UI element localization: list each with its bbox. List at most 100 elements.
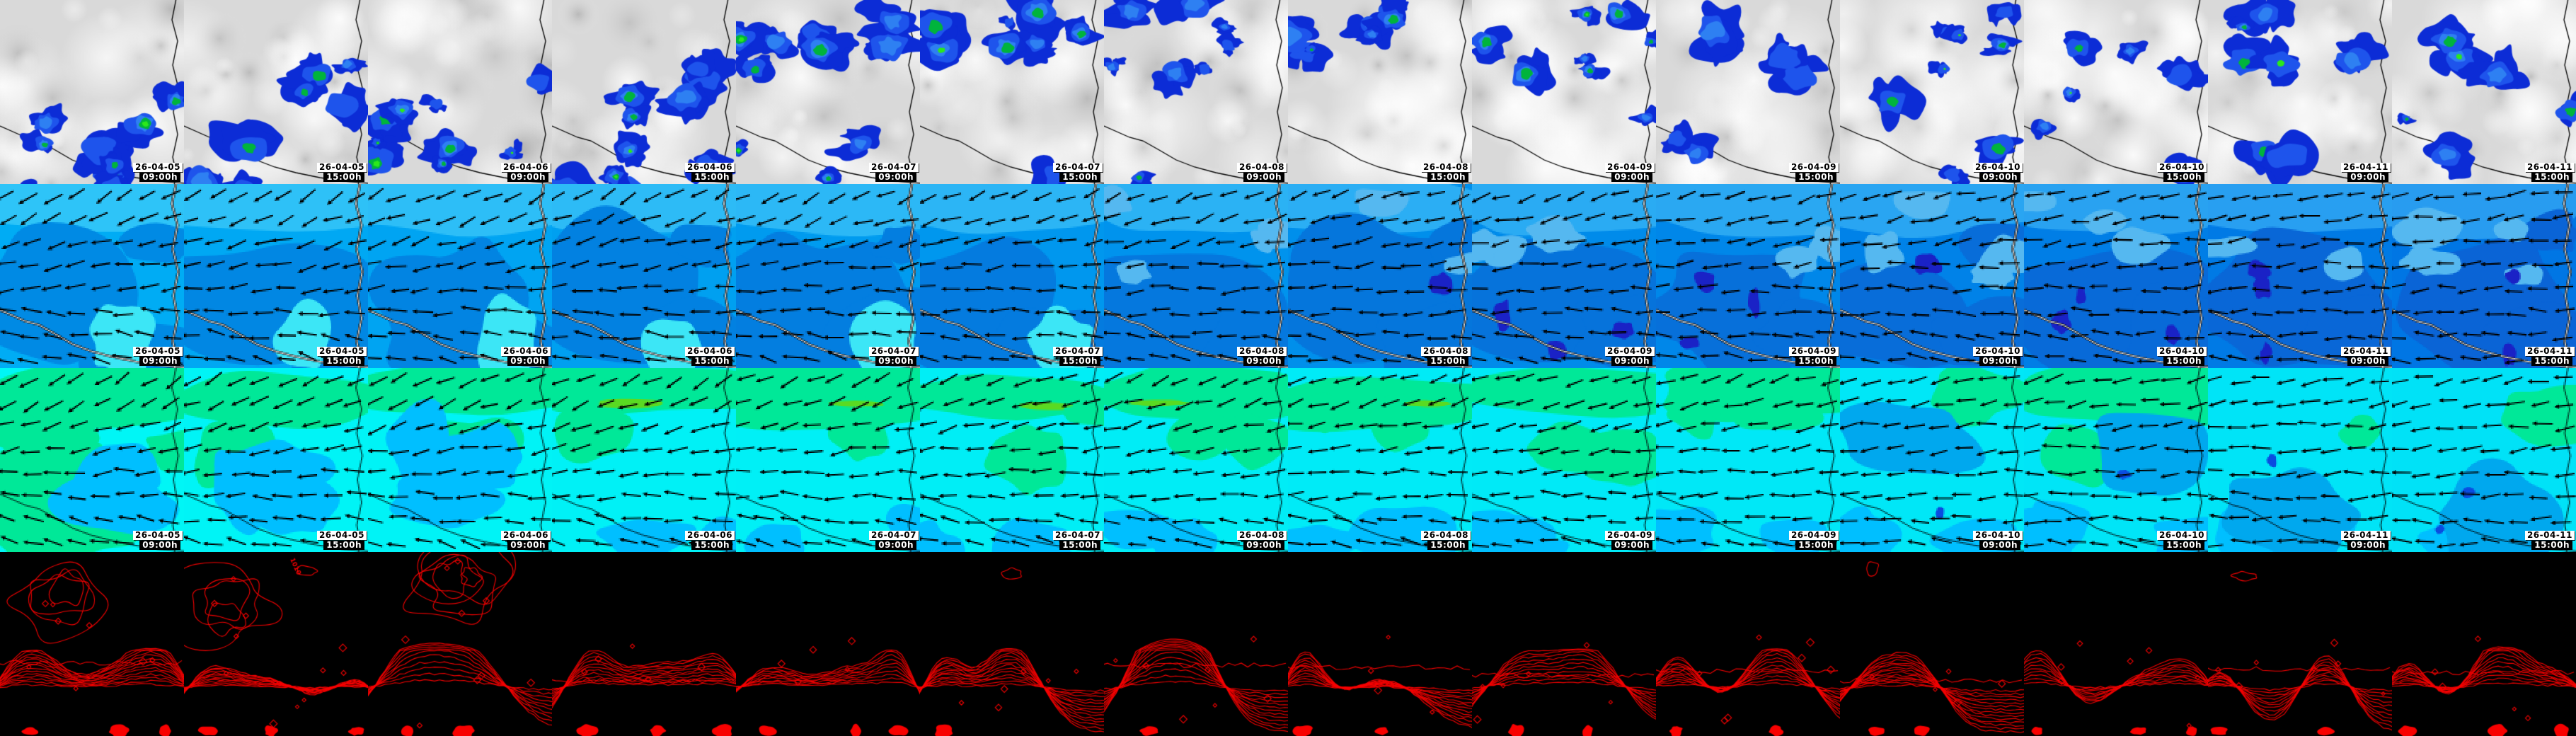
timestamp-label: 26-04-06 09:00h	[500, 346, 551, 366]
map-canvas	[1288, 552, 1472, 736]
time-label: 09:00h	[507, 541, 548, 550]
map-canvas	[1840, 368, 2024, 552]
time-label: 09:00h	[1243, 357, 1284, 366]
map-tile-cloud-precipitation-map-col8[interactable]: 26-04-08 15:00h	[1288, 0, 1472, 184]
map-tile-cloud-precipitation-map-col4[interactable]: 26-04-06 15:00h	[552, 0, 736, 184]
time-label: 09:00h	[507, 173, 548, 182]
map-tile-pressure-isobar-map-col6[interactable]	[920, 552, 1104, 736]
map-tile-cloud-precipitation-map-col1[interactable]: 26-04-05 09:00h	[0, 0, 184, 184]
map-tile-wind-field-lower-map-col3[interactable]: 26-04-06 09:00h	[368, 368, 552, 552]
map-tile-cloud-precipitation-map-col11[interactable]: 26-04-10 09:00h	[1840, 0, 2024, 184]
map-tile-wind-field-upper-map-col10[interactable]: 26-04-09 15:00h	[1656, 184, 1840, 368]
map-tile-wind-field-lower-map-col6[interactable]: 26-04-07 15:00h	[920, 368, 1104, 552]
map-tile-pressure-isobar-map-col13[interactable]	[2208, 552, 2392, 736]
map-canvas	[2208, 552, 2392, 736]
map-tile-wind-field-lower-map-col2[interactable]: 26-04-05 15:00h	[184, 368, 368, 552]
map-tile-cloud-precipitation-map-col14[interactable]: 26-04-11 15:00h	[2392, 0, 2576, 184]
map-tile-pressure-isobar-map-col14[interactable]	[2392, 552, 2576, 736]
time-label: 09:00h	[2347, 541, 2388, 550]
map-tile-pressure-isobar-map-col9[interactable]	[1472, 552, 1656, 736]
timestamp-label: 26-04-07 15:00h	[1052, 162, 1103, 182]
date-label: 26-04-05	[132, 530, 183, 540]
map-tile-cloud-precipitation-map-col3[interactable]: 26-04-06 09:00h	[368, 0, 552, 184]
map-tile-wind-field-lower-map-col8[interactable]: 26-04-08 15:00h	[1288, 368, 1472, 552]
time-label: 15:00h	[2163, 357, 2204, 366]
map-tile-pressure-isobar-map-col1[interactable]	[0, 552, 184, 736]
map-tile-wind-field-upper-map-col5[interactable]: 26-04-07 09:00h	[736, 184, 920, 368]
map-tile-wind-field-upper-map-col9[interactable]: 26-04-09 09:00h	[1472, 184, 1656, 368]
map-tile-cloud-precipitation-map-col9[interactable]: 26-04-09 09:00h	[1472, 0, 1656, 184]
date-label: 26-04-05	[132, 346, 183, 356]
map-tile-wind-field-upper-map-col1[interactable]: 26-04-05 09:00h	[0, 184, 184, 368]
map-tile-wind-field-lower-map-col10[interactable]: 26-04-09 15:00h	[1656, 368, 1840, 552]
map-tile-cloud-precipitation-map-col13[interactable]: 26-04-11 09:00h	[2208, 0, 2392, 184]
map-tile-cloud-precipitation-map-col2[interactable]: 26-04-05 15:00h	[184, 0, 368, 184]
time-label: 15:00h	[323, 541, 364, 550]
map-canvas	[1104, 368, 1288, 552]
map-tile-wind-field-lower-map-col4[interactable]: 26-04-06 15:00h	[552, 368, 736, 552]
map-tile-pressure-isobar-map-col7[interactable]	[1104, 552, 1288, 736]
map-tile-wind-field-lower-map-col1[interactable]: 26-04-05 09:00h	[0, 368, 184, 552]
map-tile-wind-field-upper-map-col8[interactable]: 26-04-08 15:00h	[1288, 184, 1472, 368]
time-label: 09:00h	[139, 357, 180, 366]
map-tile-wind-field-lower-map-col9[interactable]: 26-04-09 09:00h	[1472, 368, 1656, 552]
time-label: 15:00h	[323, 173, 364, 182]
timestamp-label: 26-04-09 09:00h	[1604, 162, 1655, 182]
date-label: 26-04-09	[1788, 162, 1839, 172]
timestamp-label: 26-04-08 09:00h	[1236, 346, 1287, 366]
map-canvas	[1472, 0, 1656, 184]
map-tile-pressure-isobar-map-col4[interactable]	[552, 552, 736, 736]
date-label: 26-04-11	[2340, 346, 2391, 356]
map-canvas	[2024, 184, 2208, 368]
timestamp-label: 26-04-07 15:00h	[1052, 346, 1103, 366]
map-tile-wind-field-lower-map-col11[interactable]: 26-04-10 09:00h	[1840, 368, 2024, 552]
time-label: 09:00h	[1611, 541, 1652, 550]
time-label: 09:00h	[1243, 173, 1284, 182]
date-label: 26-04-10	[2156, 346, 2207, 356]
time-label: 09:00h	[875, 357, 916, 366]
date-label: 26-04-09	[1604, 162, 1655, 172]
map-tile-pressure-isobar-map-col10[interactable]	[1656, 552, 1840, 736]
map-tile-cloud-precipitation-map-col12[interactable]: 26-04-10 15:00h	[2024, 0, 2208, 184]
map-tile-cloud-precipitation-map-col10[interactable]: 26-04-09 15:00h	[1656, 0, 1840, 184]
map-tile-cloud-precipitation-map-col5[interactable]: 26-04-07 09:00h	[736, 0, 920, 184]
time-label: 15:00h	[2531, 173, 2572, 182]
map-tile-wind-field-upper-map-col3[interactable]: 26-04-06 09:00h	[368, 184, 552, 368]
timestamp-label: 26-04-08 09:00h	[1236, 162, 1287, 182]
map-tile-wind-field-lower-map-col7[interactable]: 26-04-08 09:00h	[1104, 368, 1288, 552]
date-label: 26-04-08	[1236, 346, 1287, 356]
map-tile-wind-field-upper-map-col13[interactable]: 26-04-11 09:00h	[2208, 184, 2392, 368]
map-tile-wind-field-upper-map-col2[interactable]: 26-04-05 15:00h	[184, 184, 368, 368]
map-tile-cloud-precipitation-map-col6[interactable]: 26-04-07 15:00h	[920, 0, 1104, 184]
map-canvas	[1288, 0, 1472, 184]
map-tile-wind-field-upper-map-col6[interactable]: 26-04-07 15:00h	[920, 184, 1104, 368]
time-label: 15:00h	[691, 173, 732, 182]
map-tile-pressure-isobar-map-col8[interactable]	[1288, 552, 1472, 736]
date-label: 26-04-07	[868, 346, 919, 356]
map-canvas	[1472, 552, 1656, 736]
map-tile-wind-field-lower-map-col12[interactable]: 26-04-10 15:00h	[2024, 368, 2208, 552]
map-tile-pressure-isobar-map-col5[interactable]	[736, 552, 920, 736]
timestamp-label: 26-04-11 09:00h	[2340, 346, 2391, 366]
map-tile-pressure-isobar-map-col12[interactable]	[2024, 552, 2208, 736]
map-canvas	[2208, 368, 2392, 552]
map-tile-wind-field-lower-map-col13[interactable]: 26-04-11 09:00h	[2208, 368, 2392, 552]
map-tile-pressure-isobar-map-col2[interactable]	[184, 552, 368, 736]
timestamp-label: 26-04-05 09:00h	[132, 346, 183, 366]
timestamp-label: 26-04-09 15:00h	[1788, 346, 1839, 366]
map-tile-wind-field-lower-map-col14[interactable]: 26-04-11 15:00h	[2392, 368, 2576, 552]
map-tile-wind-field-upper-map-col11[interactable]: 26-04-10 09:00h	[1840, 184, 2024, 368]
map-tile-cloud-precipitation-map-col7[interactable]: 26-04-08 09:00h	[1104, 0, 1288, 184]
map-tile-wind-field-lower-map-col5[interactable]: 26-04-07 09:00h	[736, 368, 920, 552]
date-label: 26-04-07	[868, 530, 919, 540]
map-tile-wind-field-upper-map-col4[interactable]: 26-04-06 15:00h	[552, 184, 736, 368]
map-tile-wind-field-upper-map-col12[interactable]: 26-04-10 15:00h	[2024, 184, 2208, 368]
map-tile-pressure-isobar-map-col11[interactable]	[1840, 552, 2024, 736]
map-canvas	[1656, 368, 1840, 552]
map-canvas	[368, 552, 552, 736]
map-tile-wind-field-upper-map-col7[interactable]: 26-04-08 09:00h	[1104, 184, 1288, 368]
map-tile-wind-field-upper-map-col14[interactable]: 26-04-11 15:00h	[2392, 184, 2576, 368]
map-tile-pressure-isobar-map-col3[interactable]	[368, 552, 552, 736]
date-label: 26-04-11	[2524, 530, 2575, 540]
map-canvas	[1840, 552, 2024, 736]
